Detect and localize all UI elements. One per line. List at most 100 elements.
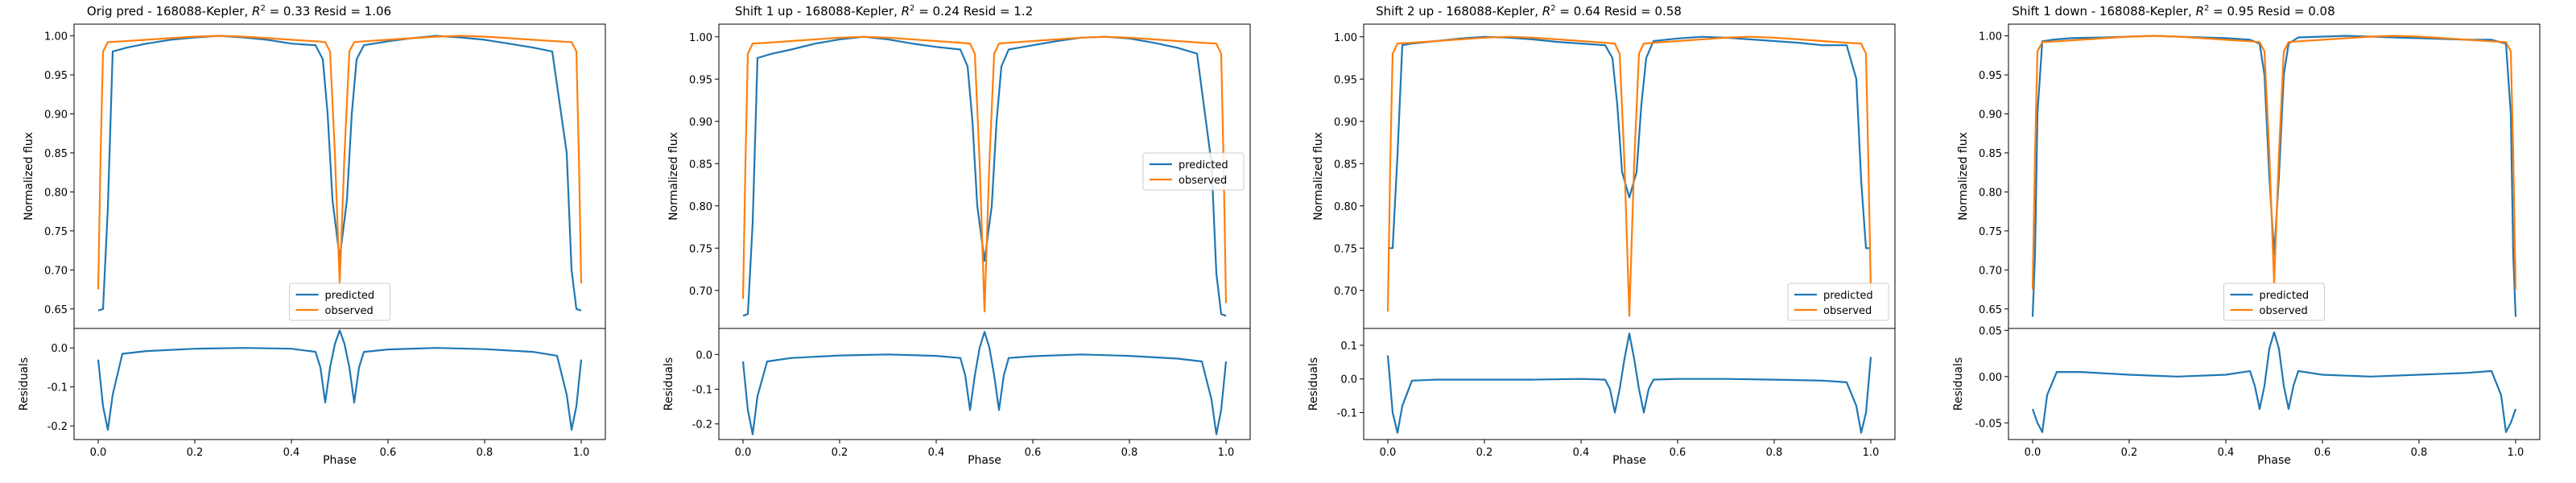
- panel-2-flux-ytick-label: 0.75: [689, 243, 712, 255]
- panel-2-legend-label-predicted: predicted: [1179, 159, 1228, 171]
- panel-1-residual-frame: [73, 328, 606, 440]
- panel-1-predicted-line: [97, 35, 582, 312]
- panel-4-legend-label-observed: observed: [2260, 305, 2308, 317]
- panel-3-flux-ylabel: Normalized flux: [1312, 132, 1325, 221]
- panel-4-residual-axes: 0.05 0.00 -0.05 0.0 0.2 0.4 0.6 0.8 1.0 Phase Resi…: [1952, 325, 2541, 467]
- panel-3-observed-line: [1386, 35, 1872, 317]
- panel-2-xtick-label: 0.2: [832, 447, 848, 459]
- panel-3-legend-label-predicted: predicted: [1823, 290, 1873, 302]
- panel-1-residual-line: [97, 329, 583, 431]
- panel-3-flux-ytick-label: 0.70: [1334, 286, 1357, 298]
- panel-1-flux-ytick-label: 0.70: [44, 265, 68, 277]
- panel-1-flux-ylabel: Normalized flux: [23, 132, 35, 221]
- panel-4-xtick-label: 0.2: [2121, 447, 2138, 459]
- panel-4-residual-ytick-label: -0.05: [1975, 418, 2002, 430]
- panel-4: Shift 1 down - 168088-Kepler, R2 = 0.95 …: [1952, 4, 2541, 467]
- panel-2-legend-label-observed: observed: [1179, 175, 1227, 187]
- panel-4-xtick-label: 1.0: [2508, 447, 2524, 459]
- panel-3-flux-ytick-label: 0.80: [1334, 201, 1357, 213]
- panel-3-flux-ytick-label: 1.00: [1334, 32, 1357, 44]
- panel-1-legend: predicted observed: [289, 283, 390, 321]
- panel-4-residual-ylabel: Residuals: [1952, 357, 1965, 411]
- panel-3-xtick-label: 0.0: [1380, 447, 1397, 459]
- panel-2-xlabel: Phase: [968, 454, 1001, 467]
- panel-2: Shift 1 up - 168088-Kepler, R2 = 0.24 Re…: [663, 4, 1251, 467]
- panel-3-xtick-label: 0.4: [1573, 447, 1590, 459]
- panel-3-legend-label-observed: observed: [1823, 305, 1872, 317]
- panel-3-residual-ylabel: Residuals: [1307, 357, 1320, 411]
- panel-1-xtick-label: 0.0: [90, 447, 107, 459]
- panel-2-xtick-label: 0.8: [1121, 447, 1138, 459]
- panel-3-residual-axes: 0.1 0.0 -0.1 0.0 0.2 0.4 0.6 0.8 1.0 Phase Residua…: [1307, 328, 1896, 467]
- panel-1-flux-ytick-label: 0.85: [44, 148, 68, 160]
- panel-4-xtick-label: 0.4: [2218, 447, 2235, 459]
- panel-2-flux-axes: 0.70 0.75 0.80 0.85 0.90 0.95 1.00 Normalized f…: [667, 23, 1251, 329]
- panel-2-xtick-label: 0.4: [928, 447, 945, 459]
- panel-1-legend-label-predicted: predicted: [325, 290, 375, 302]
- panel-2-legend: predicted observed: [1142, 152, 1245, 191]
- panel-3-residual-ytick-label: 0.1: [1340, 341, 1357, 353]
- panel-1-legend-box: [289, 283, 390, 321]
- panel-1-flux-axes: 0.65 0.70 0.75 0.80 0.85 0.90 0.95 1.00 Normaliz…: [23, 23, 606, 329]
- panel-4-xlabel: Phase: [2257, 454, 2291, 467]
- panel-2-flux-ytick-label: 0.85: [689, 159, 712, 171]
- panel-3-legend-box: [1787, 283, 1889, 321]
- panel-2-flux-ytick-label: 0.95: [689, 74, 712, 86]
- panel-3-flux-ytick-label: 0.85: [1334, 159, 1357, 171]
- panel-4-legend-label-predicted: predicted: [2260, 290, 2310, 302]
- panel-2-legend-box: [1142, 152, 1245, 191]
- panel-2-flux-ytick-label: 0.80: [689, 201, 712, 213]
- panel-4-xtick-label: 0.6: [2314, 447, 2331, 459]
- panel-1-legend-label-observed: observed: [325, 305, 374, 317]
- panel-2-flux-ytick-label: 0.70: [689, 286, 712, 298]
- panel-1-residual-ylabel: Residuals: [18, 357, 31, 411]
- panel-3-residual-ytick-label: 0.0: [1340, 374, 1357, 386]
- panel-4-flux-ytick-label: 0.65: [1979, 304, 2002, 316]
- panel-4-residual-line: [2031, 331, 2517, 433]
- panel-3-title: Shift 2 up - 168088-Kepler, R2 = 0.64 Re…: [1376, 4, 1682, 19]
- panel-4-legend-box: [2223, 283, 2325, 321]
- panel-4-xtick-label: 0.0: [2025, 447, 2041, 459]
- panel-4-residual-ytick-label: 0.05: [1979, 325, 2002, 337]
- panel-2-title: Shift 1 up - 168088-Kepler, R2 = 0.24 Re…: [735, 4, 1033, 19]
- panel-3-flux-ytick-label: 0.90: [1334, 117, 1357, 129]
- panel-1-xlabel: Phase: [323, 454, 357, 467]
- panel-4-legend: predicted observed: [2223, 283, 2325, 321]
- panel-3-legend: predicted observed: [1787, 283, 1889, 321]
- panel-4-xtick-label: 0.8: [2411, 447, 2428, 459]
- panel-1-flux-ytick-label: 1.00: [44, 31, 68, 43]
- panel-4-residual-frame: [2008, 328, 2541, 440]
- panel-1-flux-ytick-label: 0.65: [44, 304, 68, 316]
- panel-3-xtick-label: 0.6: [1670, 447, 1686, 459]
- panel-4-flux-ytick-label: 0.70: [1979, 265, 2002, 277]
- panel-1-xtick-label: 0.6: [380, 447, 397, 459]
- panel-2-observed-line: [741, 35, 1228, 313]
- panel-2-flux-ylabel: Normalized flux: [667, 132, 680, 221]
- panel-1-flux-ytick-label: 0.95: [44, 70, 68, 82]
- panel-3-residual-ytick-label: -0.1: [1337, 408, 1357, 420]
- panel-2-xtick-label: 0.0: [735, 447, 752, 459]
- panel-1-flux-ytick-label: 0.90: [44, 109, 68, 121]
- panel-3-flux-ytick-label: 0.95: [1334, 74, 1357, 86]
- panel-3-residual-frame: [1363, 328, 1896, 440]
- panel-4-flux-ytick-label: 0.95: [1979, 70, 2002, 82]
- panel-3-flux-axes: 0.70 0.75 0.80 0.85 0.90 0.95 1.00 Normalized f…: [1312, 23, 1896, 329]
- panel-1-xtick-label: 0.8: [477, 447, 493, 459]
- panel-1-residual-ytick-label: 0.0: [51, 343, 68, 355]
- panel-3-residual-line: [1386, 332, 1872, 434]
- panel-1-xtick-label: 0.2: [187, 447, 204, 459]
- panel-3-xtick-label: 0.2: [1476, 447, 1493, 459]
- panel-3-xtick-label: 0.8: [1766, 447, 1783, 459]
- panel-2-residual-ytick-label: -0.2: [692, 419, 712, 431]
- panel-3-xtick-label: 1.0: [1863, 447, 1880, 459]
- panel-2-flux-ytick-label: 0.90: [689, 117, 712, 129]
- panel-1-residual-axes: 0.0 -0.1 -0.2 0.0 0.2 0.4 0.6 0.8 1.0 Phase Residu…: [18, 328, 606, 467]
- panel-3-xlabel: Phase: [1612, 454, 1646, 467]
- panel-3: Shift 2 up - 168088-Kepler, R2 = 0.64 Re…: [1307, 4, 1896, 467]
- panel-1-residual-ytick-label: -0.1: [47, 382, 68, 394]
- panel-1-xtick-label: 1.0: [573, 447, 590, 459]
- panel-1: Orig pred - 168088-Kepler, R2 = 0.33 Res…: [18, 4, 606, 467]
- panel-4-residual-ytick-label: 0.00: [1979, 372, 2002, 384]
